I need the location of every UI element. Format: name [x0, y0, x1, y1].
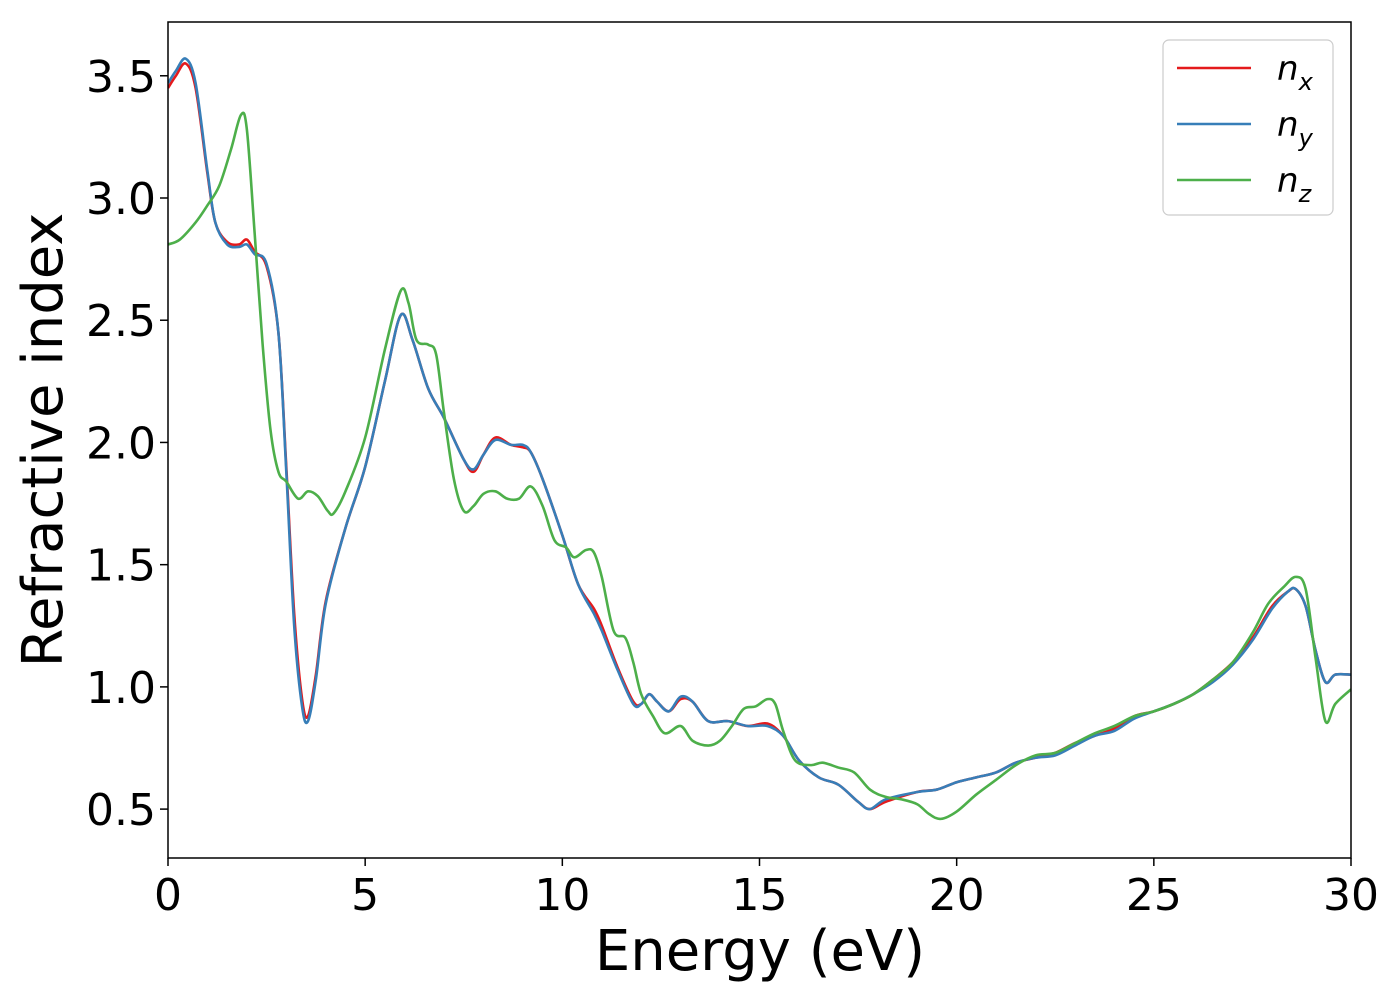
y-tick-label: 1.0	[86, 663, 156, 714]
axis-ticks: 0 5 10 15 20 25 30 0.5 1.0 1.5 2.0 2.5 3.0 3.5	[86, 52, 1379, 921]
y-tick-label: 0.5	[86, 785, 156, 836]
y-tick-label: 3.0	[86, 174, 156, 225]
legend-entry-y: ny	[1277, 105, 1314, 152]
x-tick-label: 25	[1126, 870, 1182, 921]
y-tick-label: 3.5	[86, 52, 156, 103]
y-axis-label: Refractive index	[11, 213, 76, 668]
x-tick-label: 0	[154, 870, 182, 921]
series-lines	[168, 57, 1351, 821]
x-tick-label: 30	[1323, 870, 1379, 921]
x-axis-label: Energy (eV)	[595, 919, 925, 984]
legend-box	[1162, 39, 1334, 216]
x-tick-label: 20	[929, 870, 985, 921]
series-line-n-y	[168, 57, 1351, 811]
x-tick-label: 15	[732, 870, 788, 921]
x-tick-label: 10	[534, 870, 590, 921]
y-tick-label: 2.0	[86, 418, 156, 469]
x-tick-label: 5	[351, 870, 379, 921]
series-line-n-z	[168, 111, 1351, 821]
legend-entry-z: nz	[1277, 161, 1313, 208]
legend: nx ny nz	[1162, 39, 1334, 216]
legend-entry-x: nx	[1277, 49, 1314, 96]
y-tick-label: 2.5	[86, 296, 156, 347]
y-tick-label: 1.5	[86, 541, 156, 592]
